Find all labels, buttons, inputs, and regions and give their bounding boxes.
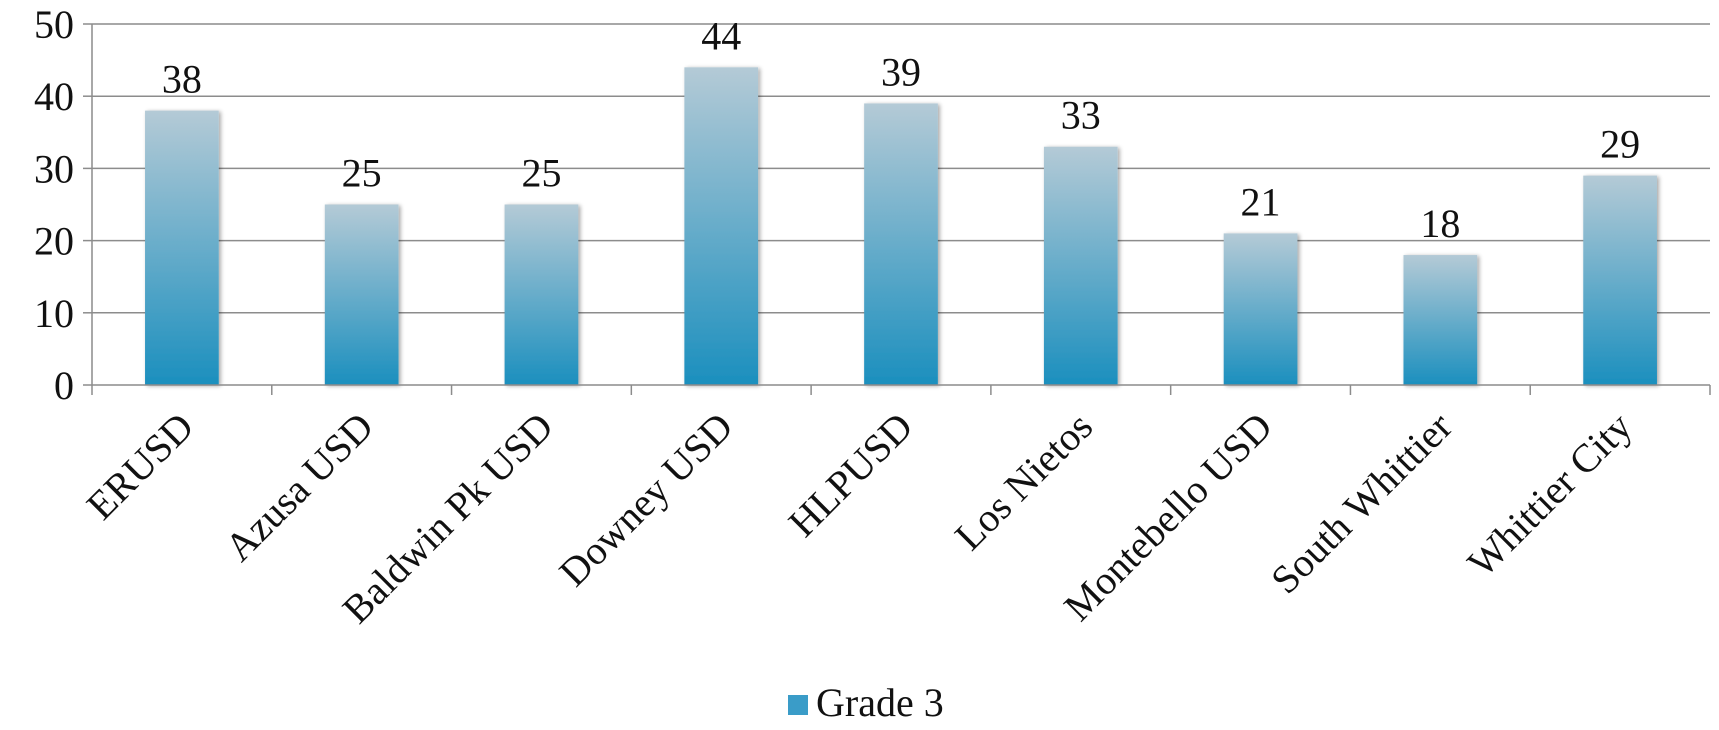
bar-6: [1223, 233, 1298, 385]
legend-label: Grade 3: [816, 680, 944, 725]
data-label-2: 25: [521, 151, 561, 196]
bar-1: [324, 204, 399, 385]
x-category-label-0: ERUSD: [78, 404, 203, 529]
x-category-label-1: Azusa USD: [216, 404, 382, 570]
y-tick-label: 20: [34, 219, 74, 264]
data-label-4: 39: [881, 49, 921, 94]
data-label-3: 44: [701, 13, 741, 58]
y-tick-label: 50: [34, 2, 74, 47]
bar-7: [1403, 255, 1478, 385]
y-axis: 0 10 20 30 40 50: [34, 2, 93, 408]
legend: Grade 3: [788, 680, 944, 725]
x-category-label-8: Whittier City: [1459, 404, 1641, 586]
data-label-7: 18: [1420, 201, 1460, 246]
y-tick-label: 0: [54, 363, 74, 408]
data-label-0: 38: [162, 57, 202, 102]
x-category-label-7: South Whittier: [1262, 404, 1461, 603]
bar-3: [684, 67, 759, 385]
bars: [145, 67, 1657, 386]
bar-2: [504, 204, 579, 385]
bar-4: [864, 103, 938, 386]
bar-0: [145, 110, 219, 385]
legend-swatch: [788, 695, 808, 715]
data-label-6: 21: [1241, 179, 1281, 224]
bar-5: [1043, 146, 1118, 385]
y-tick-label: 30: [34, 146, 74, 191]
data-label-1: 25: [342, 151, 382, 196]
x-category-label-3: Downey USD: [550, 404, 741, 595]
y-tick-label: 10: [34, 291, 74, 336]
x-category-label-4: HLPUSD: [780, 404, 922, 546]
data-label-8: 29: [1600, 122, 1640, 167]
bar-8: [1583, 175, 1657, 385]
data-label-5: 33: [1061, 93, 1101, 138]
y-tick-label: 40: [34, 74, 74, 119]
x-category-label-5: Los Nietos: [946, 404, 1101, 559]
data-labels: 38 25 25 44 39 33 21 18 29: [162, 13, 1640, 246]
